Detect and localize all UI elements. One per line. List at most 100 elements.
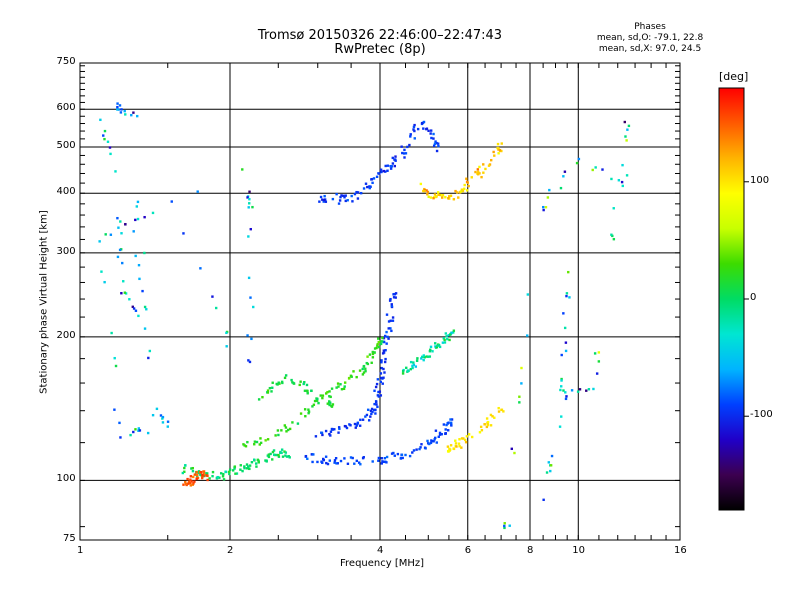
echo-point: [374, 408, 377, 412]
data-points: [98, 102, 631, 530]
echo-point: [310, 389, 313, 393]
echo-point: [344, 194, 347, 197]
echo-point: [379, 340, 382, 343]
echo-point: [302, 382, 305, 386]
echo-point: [151, 413, 155, 417]
echo-point: [113, 408, 116, 411]
echo-point: [403, 156, 406, 159]
echo-point: [241, 168, 244, 171]
echo-point: [384, 357, 387, 361]
echo-point: [248, 190, 251, 193]
echo-point: [311, 405, 314, 408]
echo-point: [196, 190, 199, 193]
echo-point: [269, 452, 272, 456]
echo-point: [401, 456, 404, 460]
echo-point: [382, 376, 385, 379]
echo-point: [493, 154, 496, 157]
echo-point: [106, 140, 110, 143]
echo-point: [344, 425, 348, 428]
echo-point: [425, 189, 428, 192]
echo-point: [193, 480, 196, 483]
echo-point: [361, 418, 365, 421]
echo-point: [259, 437, 262, 440]
echo-point: [476, 173, 480, 176]
echo-point: [401, 151, 404, 155]
echo-point: [279, 450, 282, 454]
echo-point: [393, 164, 396, 168]
echo-point: [331, 403, 335, 406]
echo-point: [377, 340, 380, 344]
echo-point: [446, 337, 449, 341]
echo-point: [412, 363, 416, 367]
echo-point: [222, 472, 225, 476]
echo-point: [195, 473, 199, 477]
echo-point: [401, 369, 405, 373]
echo-point: [103, 129, 107, 133]
echo-point: [281, 455, 285, 458]
echo-point: [121, 261, 124, 265]
echo-point: [427, 129, 430, 132]
echo-point: [570, 389, 574, 392]
y-tick-label: 100: [56, 473, 76, 485]
echo-point: [253, 443, 256, 446]
echo-point: [316, 397, 319, 401]
echo-point: [448, 333, 452, 336]
echo-point: [486, 420, 490, 424]
echo-point: [119, 111, 123, 114]
y-tick-label: 600: [56, 102, 76, 114]
echo-point: [319, 195, 323, 199]
echo-point: [390, 303, 393, 306]
echo-point: [413, 129, 416, 133]
echo-point: [340, 194, 343, 197]
echo-point: [335, 462, 338, 465]
echo-point: [387, 320, 391, 323]
chart-subtitle: RwPretec (8p): [334, 42, 426, 57]
echo-point: [137, 314, 140, 318]
echo-point: [211, 295, 214, 298]
echo-point: [595, 372, 599, 375]
echo-point: [444, 432, 447, 435]
echo-point: [267, 455, 271, 459]
y-tick-label: 750: [56, 56, 76, 67]
echo-point: [321, 394, 325, 397]
echo-point: [386, 335, 389, 339]
echo-point: [320, 460, 323, 463]
echo-point: [248, 360, 252, 364]
echo-point: [116, 216, 119, 220]
echo-point: [364, 415, 367, 418]
echo-point: [253, 440, 257, 443]
echo-point: [103, 137, 106, 141]
echo-point: [567, 270, 570, 274]
echo-point: [422, 127, 425, 130]
echo-point: [333, 461, 336, 464]
echo-point: [99, 118, 102, 122]
echo-point: [352, 370, 355, 373]
echo-point: [368, 353, 372, 356]
echo-point: [390, 304, 394, 308]
x-axis-label: Frequency [MHz]: [340, 558, 425, 569]
echo-point: [276, 429, 280, 432]
echo-point: [304, 454, 308, 458]
echo-point: [460, 446, 463, 449]
echo-point: [558, 425, 562, 428]
echo-point: [493, 416, 496, 419]
echo-point: [380, 361, 383, 364]
echo-point: [441, 341, 445, 344]
echo-point: [446, 445, 450, 448]
echo-point: [222, 478, 226, 481]
echo-point: [329, 401, 332, 404]
echo-point: [578, 388, 582, 391]
echo-point: [467, 433, 471, 436]
echo-point: [267, 453, 271, 456]
y-tick-label: 200: [56, 329, 76, 341]
echo-point: [268, 386, 272, 390]
echo-point: [478, 431, 482, 434]
echo-point: [429, 348, 432, 351]
echo-point: [136, 217, 140, 221]
echo-point: [575, 161, 579, 165]
echo-point: [385, 342, 388, 345]
echo-point: [321, 396, 324, 400]
echo-point: [565, 294, 568, 298]
echo-point: [189, 481, 192, 485]
echo-point: [350, 375, 353, 378]
